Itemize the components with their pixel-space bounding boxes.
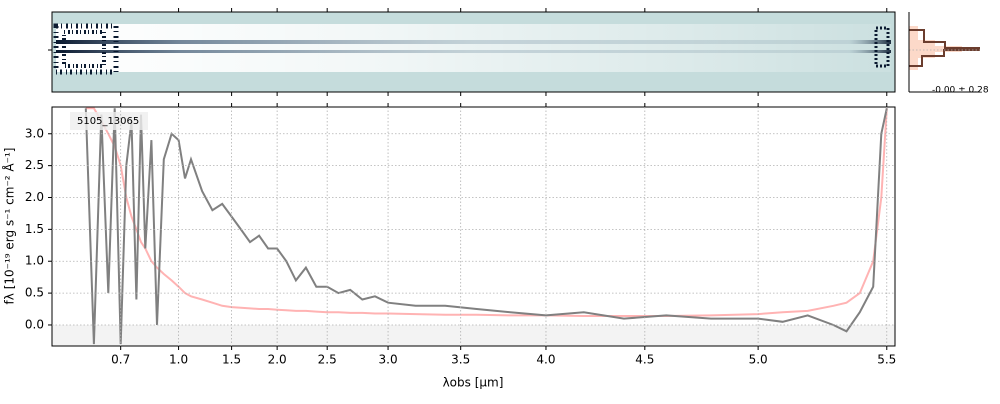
panel-frame <box>51 11 896 93</box>
spectrum-line <box>85 107 888 317</box>
x-tick-label: 1.5 <box>222 353 241 367</box>
spectrum-2d-panel <box>48 11 896 93</box>
histogram-panel: -0.00 ± 0.28 <box>908 12 989 96</box>
y-tick-label: 1.0 <box>25 254 44 268</box>
x-tick-label: 3.0 <box>379 353 398 367</box>
histogram-fill <box>909 26 962 70</box>
spectrum-2d-trace <box>56 24 891 72</box>
y-tick-label: 0.0 <box>25 317 44 331</box>
x-tick-label: 1.0 <box>169 353 188 367</box>
x-tick-label: 2.0 <box>268 353 287 367</box>
panel-frame <box>51 106 896 347</box>
x-tick-label: 0.7 <box>111 353 130 367</box>
spectrum-2d-noise <box>53 23 119 75</box>
x-tick-label: 4.5 <box>635 353 654 367</box>
spectrum-2d-noise <box>874 26 890 68</box>
x-tick-label: 5.0 <box>749 353 768 367</box>
y-tick-label: 3.0 <box>25 126 44 140</box>
x-axis-label: λobs [μm] <box>443 376 504 390</box>
spectrum-2d-trace <box>56 40 891 44</box>
histogram-line <box>909 29 980 67</box>
zero-band <box>52 325 895 346</box>
y-tick-label: 1.5 <box>25 222 44 236</box>
main-panel <box>84 107 888 345</box>
object-label: 5105_13065 <box>77 116 139 127</box>
y-axis-label: fλ [10⁻¹⁹ erg s⁻¹ cm⁻² Å⁻¹] <box>2 148 17 305</box>
y-tick-label: 2.5 <box>25 158 44 172</box>
stats-label: -0.00 ± 0.28 <box>932 86 989 96</box>
spectrum-line <box>84 108 888 345</box>
label-box <box>70 112 148 130</box>
x-tick-label: 2.5 <box>318 353 337 367</box>
y-tick-label: 2.0 <box>25 190 44 204</box>
x-tick-label: 3.5 <box>451 353 470 367</box>
x-tick-label: 4.0 <box>536 353 555 367</box>
spectrum-2d-trace <box>56 50 891 53</box>
y-tick-label: 0.5 <box>25 286 44 300</box>
x-tick-label: 5.5 <box>877 353 896 367</box>
spectrum-2d-noise <box>62 30 106 68</box>
